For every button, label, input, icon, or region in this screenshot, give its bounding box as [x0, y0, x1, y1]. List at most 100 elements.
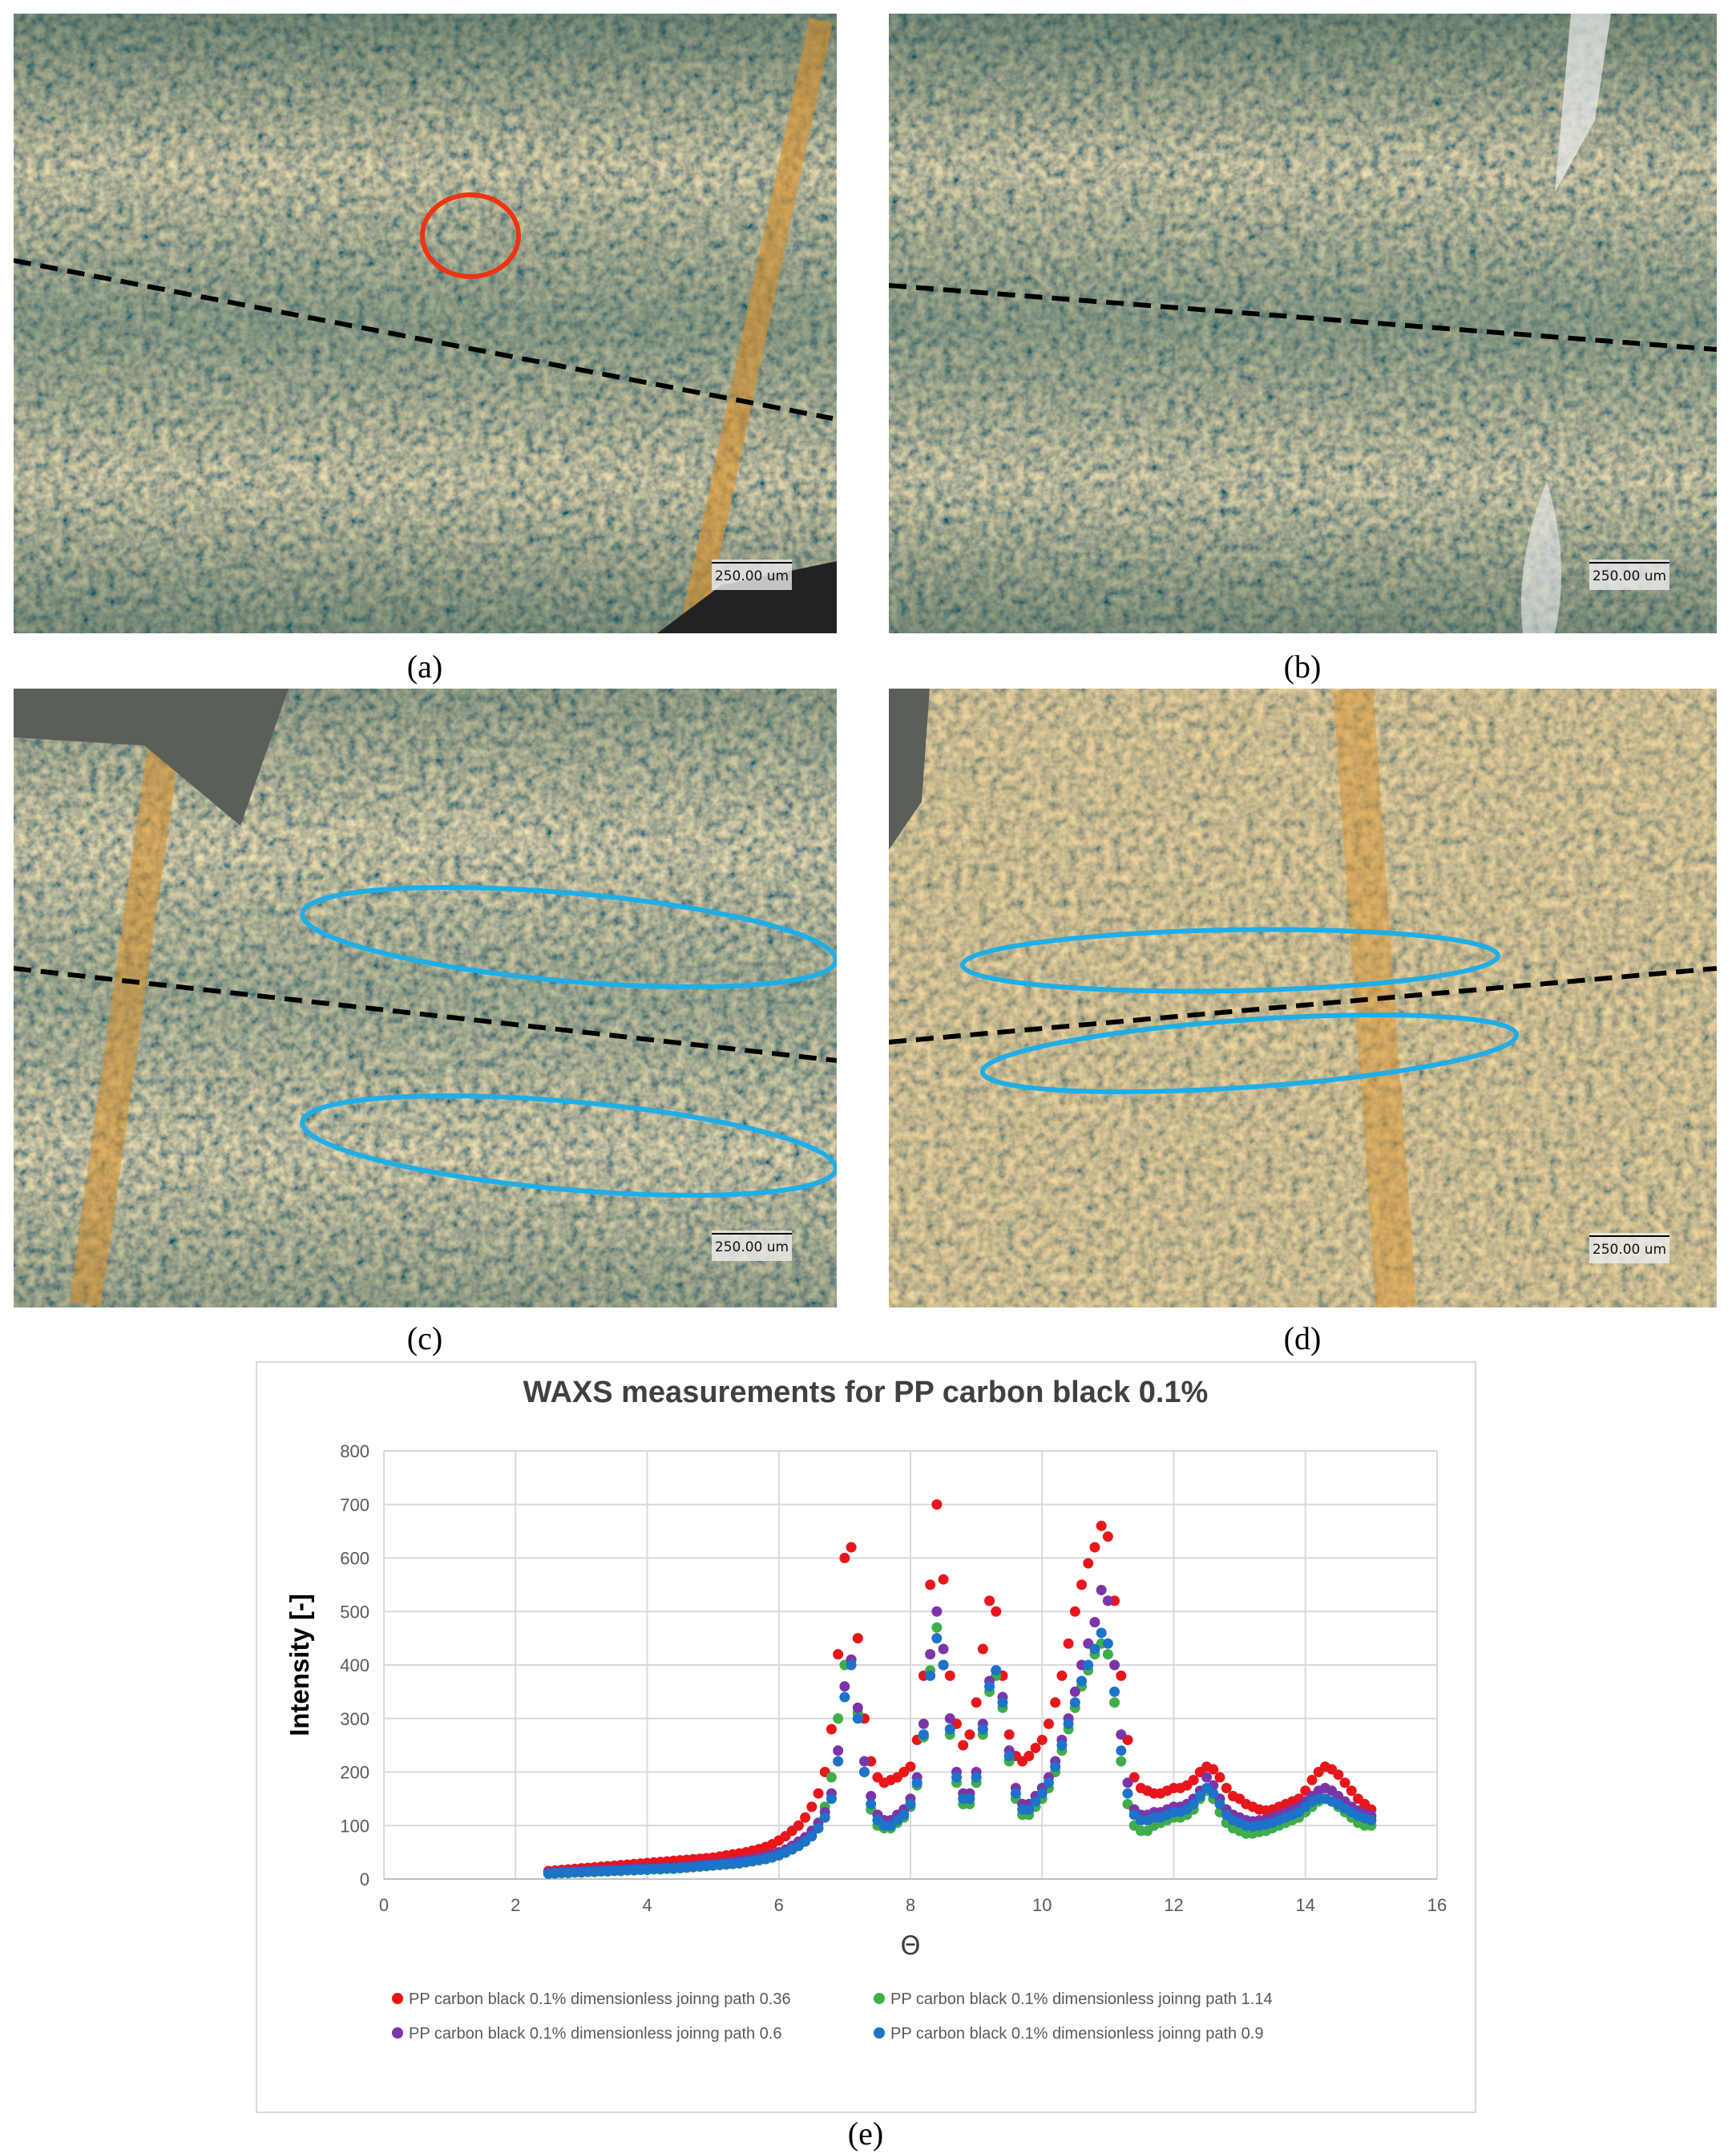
point — [964, 1793, 975, 1804]
point — [984, 1681, 995, 1692]
x-tick-label: 10 — [1032, 1895, 1052, 1915]
legend-marker — [392, 2027, 403, 2039]
point — [1076, 1675, 1088, 1687]
point — [1076, 1579, 1088, 1590]
point — [944, 1670, 955, 1681]
point — [859, 1756, 870, 1767]
point — [931, 1606, 943, 1617]
point — [931, 1622, 943, 1633]
point — [793, 1820, 804, 1831]
point — [931, 1633, 943, 1644]
point — [1036, 1734, 1048, 1745]
legend-label: PP carbon black 0.1% dimensionless joinn… — [890, 1990, 1273, 2008]
point — [951, 1772, 962, 1783]
legend-marker — [392, 1993, 403, 2004]
point — [1116, 1670, 1127, 1681]
point — [846, 1542, 857, 1553]
point — [1306, 1775, 1318, 1786]
y-tick-label: 300 — [340, 1709, 369, 1729]
y-tick-label: 700 — [340, 1495, 369, 1515]
point — [839, 1553, 850, 1563]
y-tick-label: 0 — [360, 1869, 369, 1889]
point — [971, 1697, 982, 1708]
scale-bar: 250.00 um — [715, 568, 789, 584]
point — [1083, 1659, 1094, 1671]
point — [938, 1574, 949, 1585]
point — [1050, 1697, 1061, 1708]
point — [931, 1499, 943, 1510]
point — [925, 1670, 936, 1681]
panel-label: (c) — [407, 1320, 442, 1356]
point — [1010, 1788, 1021, 1799]
point — [1122, 1777, 1133, 1788]
chart-frame — [256, 1361, 1476, 2113]
point — [1063, 1638, 1074, 1649]
point — [1109, 1659, 1120, 1671]
scale-bar: 250.00 um — [1593, 568, 1666, 584]
y-tick-label: 100 — [340, 1816, 369, 1836]
legend-marker — [874, 1993, 885, 2004]
point — [1096, 1585, 1107, 1596]
point — [852, 1633, 863, 1644]
legend-marker — [874, 2027, 885, 2039]
chart-title: WAXS measurements for PP carbon black 0.… — [523, 1376, 1209, 1409]
y-tick-label: 200 — [340, 1763, 369, 1783]
point — [1043, 1718, 1054, 1729]
point — [1102, 1649, 1113, 1660]
point — [852, 1713, 863, 1724]
y-tick-label: 800 — [340, 1441, 369, 1461]
point — [911, 1777, 923, 1788]
point — [1043, 1777, 1054, 1788]
point — [1036, 1788, 1048, 1799]
point — [826, 1724, 837, 1735]
point — [1069, 1606, 1080, 1617]
point — [1208, 1788, 1219, 1799]
point — [1116, 1745, 1127, 1756]
point — [1188, 1799, 1199, 1810]
point — [925, 1649, 936, 1660]
y-axis-label: Intensity [-] — [285, 1594, 314, 1736]
point — [991, 1665, 1002, 1676]
point — [1069, 1686, 1080, 1697]
point — [991, 1606, 1002, 1617]
point — [1109, 1697, 1120, 1708]
point — [833, 1649, 844, 1660]
legend-label: PP carbon black 0.1% dimensionless joinn… — [409, 2025, 781, 2043]
point — [1188, 1775, 1199, 1786]
micrograph-c: 250.00 um — [14, 689, 837, 1307]
panel-label: (e) — [848, 2116, 883, 2152]
point — [1056, 1740, 1068, 1751]
point — [866, 1791, 877, 1802]
point — [944, 1724, 955, 1735]
point — [997, 1697, 1008, 1708]
point — [819, 1812, 830, 1823]
point — [984, 1595, 995, 1606]
point — [839, 1681, 850, 1692]
point — [1102, 1531, 1113, 1542]
point — [1096, 1627, 1107, 1639]
point — [1030, 1742, 1041, 1753]
point — [905, 1799, 916, 1810]
point — [859, 1767, 870, 1777]
series — [543, 1627, 1377, 1879]
point — [918, 1718, 929, 1729]
panel-label: (b) — [1284, 649, 1322, 685]
panel-label: (a) — [407, 649, 442, 685]
point — [1096, 1520, 1107, 1531]
x-tick-label: 4 — [642, 1895, 652, 1915]
point — [1194, 1791, 1205, 1802]
micrograph-a: 250.00 um — [14, 14, 837, 633]
point — [898, 1809, 910, 1821]
legend-label: PP carbon black 0.1% dimensionless joinn… — [409, 1990, 791, 2008]
point — [905, 1761, 916, 1772]
point — [813, 1823, 824, 1834]
point — [1116, 1729, 1127, 1740]
scale-bar: 250.00 um — [715, 1239, 789, 1255]
point — [813, 1788, 824, 1799]
point — [1109, 1686, 1120, 1697]
point — [977, 1643, 988, 1655]
x-tick-label: 8 — [906, 1895, 915, 1915]
point — [938, 1643, 949, 1655]
point — [925, 1579, 936, 1590]
